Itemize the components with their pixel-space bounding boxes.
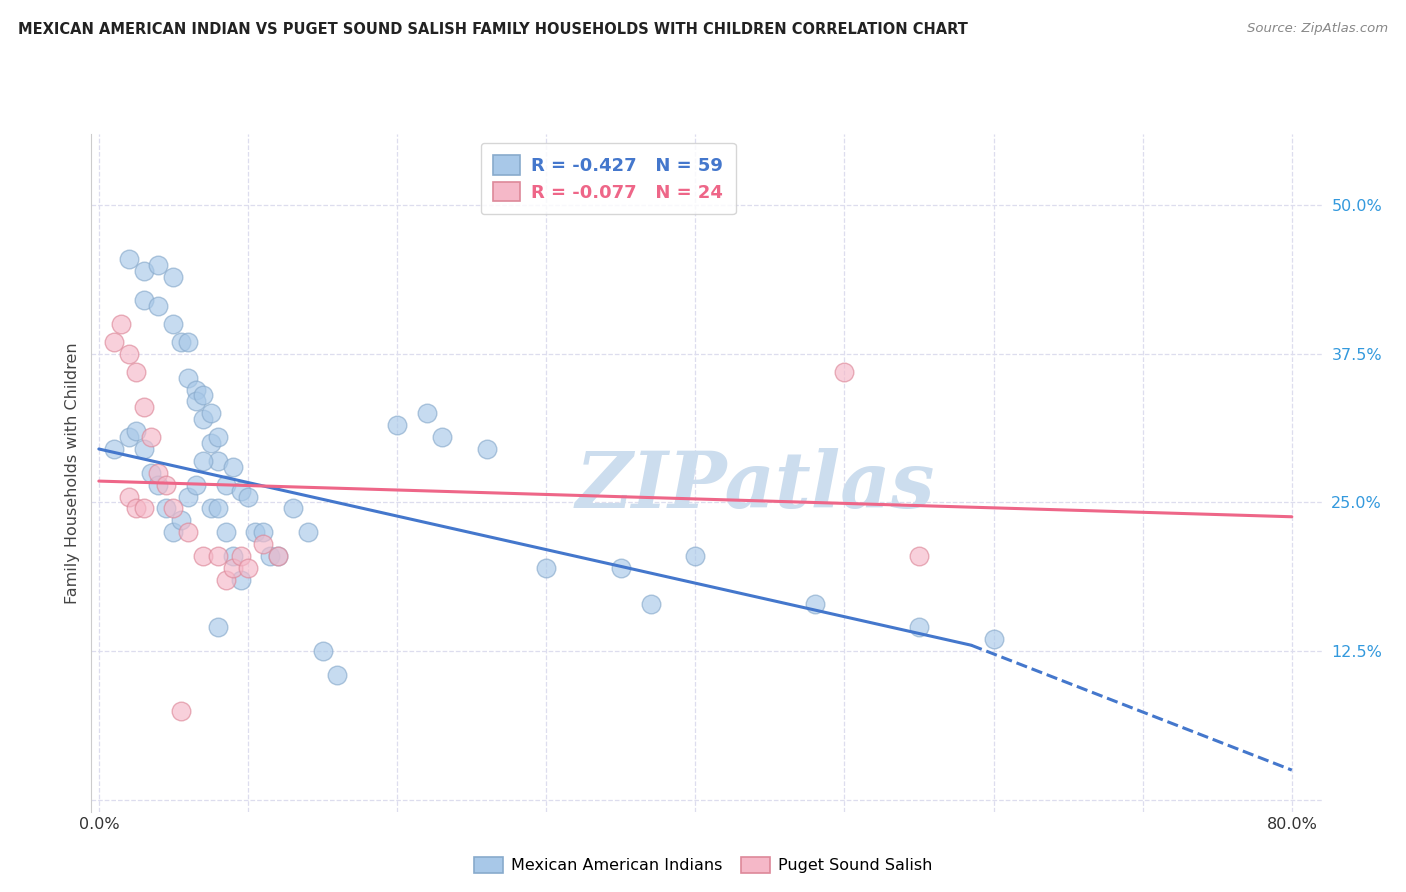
Point bbox=[908, 620, 931, 634]
Point bbox=[118, 490, 141, 504]
Point bbox=[177, 525, 200, 540]
Point bbox=[214, 525, 236, 540]
Point bbox=[139, 466, 162, 480]
Point bbox=[155, 501, 177, 516]
Point bbox=[252, 537, 274, 551]
Point bbox=[229, 483, 252, 498]
Point bbox=[252, 525, 274, 540]
Point bbox=[534, 561, 557, 575]
Point bbox=[139, 430, 162, 444]
Point bbox=[170, 704, 193, 718]
Point bbox=[184, 477, 207, 491]
Point bbox=[118, 347, 141, 361]
Point bbox=[207, 549, 229, 563]
Point bbox=[983, 632, 1005, 647]
Point bbox=[125, 365, 148, 379]
Point bbox=[184, 394, 207, 409]
Point bbox=[259, 549, 281, 563]
Point bbox=[132, 401, 155, 415]
Point bbox=[229, 573, 252, 587]
Point bbox=[834, 365, 856, 379]
Point bbox=[118, 252, 141, 266]
Text: Source: ZipAtlas.com: Source: ZipAtlas.com bbox=[1247, 22, 1388, 36]
Point bbox=[103, 442, 125, 456]
Y-axis label: Family Households with Children: Family Households with Children bbox=[65, 342, 80, 604]
Point bbox=[193, 412, 215, 426]
Point bbox=[148, 477, 170, 491]
Point bbox=[170, 334, 193, 349]
Point bbox=[170, 513, 193, 527]
Point bbox=[229, 549, 252, 563]
Point bbox=[222, 561, 245, 575]
Point bbox=[803, 597, 825, 611]
Point bbox=[132, 501, 155, 516]
Point bbox=[132, 442, 155, 456]
Point bbox=[148, 466, 170, 480]
Point bbox=[148, 258, 170, 272]
Point bbox=[267, 549, 290, 563]
Legend: R = -0.427   N = 59, R = -0.077   N = 24: R = -0.427 N = 59, R = -0.077 N = 24 bbox=[481, 143, 735, 214]
Point bbox=[475, 442, 498, 456]
Legend: Mexican American Indians, Puget Sound Salish: Mexican American Indians, Puget Sound Sa… bbox=[467, 850, 939, 880]
Point bbox=[193, 454, 215, 468]
Point bbox=[118, 430, 141, 444]
Point bbox=[110, 317, 132, 331]
Point bbox=[281, 501, 304, 516]
Point bbox=[245, 525, 267, 540]
Point bbox=[207, 430, 229, 444]
Point bbox=[200, 436, 222, 450]
Point bbox=[162, 269, 184, 284]
Point bbox=[236, 561, 259, 575]
Point bbox=[162, 525, 184, 540]
Point bbox=[236, 490, 259, 504]
Point bbox=[177, 334, 200, 349]
Point bbox=[103, 334, 125, 349]
Point bbox=[214, 573, 236, 587]
Point bbox=[177, 490, 200, 504]
Point bbox=[162, 317, 184, 331]
Text: ZIPatlas: ZIPatlas bbox=[576, 448, 935, 524]
Point bbox=[177, 370, 200, 384]
Point bbox=[311, 644, 333, 658]
Point bbox=[193, 388, 215, 402]
Point bbox=[200, 406, 222, 420]
Point bbox=[125, 424, 148, 438]
Point bbox=[685, 549, 707, 563]
Point bbox=[155, 477, 177, 491]
Text: MEXICAN AMERICAN INDIAN VS PUGET SOUND SALISH FAMILY HOUSEHOLDS WITH CHILDREN CO: MEXICAN AMERICAN INDIAN VS PUGET SOUND S… bbox=[18, 22, 969, 37]
Point bbox=[214, 477, 236, 491]
Point bbox=[222, 549, 245, 563]
Point bbox=[222, 459, 245, 474]
Point bbox=[162, 501, 184, 516]
Point bbox=[132, 263, 155, 277]
Point bbox=[640, 597, 662, 611]
Point bbox=[207, 620, 229, 634]
Point bbox=[193, 549, 215, 563]
Point bbox=[610, 561, 633, 575]
Point bbox=[207, 454, 229, 468]
Point bbox=[908, 549, 931, 563]
Point bbox=[207, 501, 229, 516]
Point bbox=[430, 430, 453, 444]
Point bbox=[326, 668, 349, 682]
Point bbox=[125, 501, 148, 516]
Point bbox=[148, 299, 170, 313]
Point bbox=[385, 418, 408, 433]
Point bbox=[184, 383, 207, 397]
Point bbox=[267, 549, 290, 563]
Point bbox=[416, 406, 439, 420]
Point bbox=[132, 293, 155, 308]
Point bbox=[200, 501, 222, 516]
Point bbox=[297, 525, 319, 540]
